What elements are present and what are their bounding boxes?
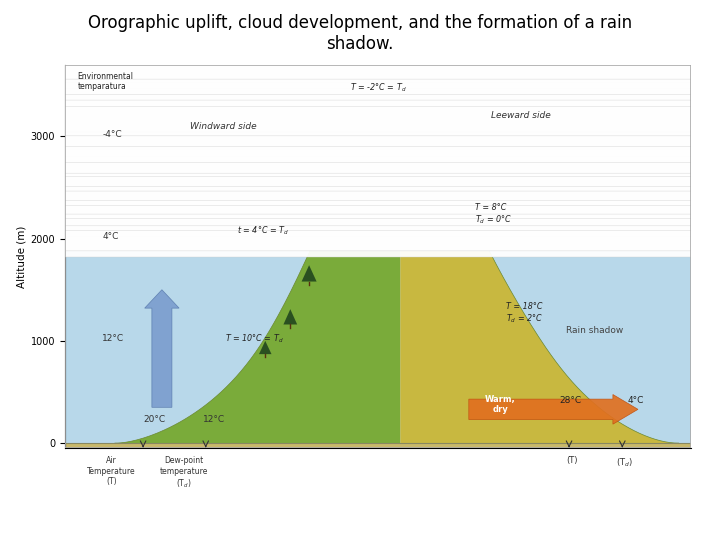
Circle shape <box>0 65 720 110</box>
Text: Leeward side: Leeward side <box>491 111 551 120</box>
Text: (T$_d$): (T$_d$) <box>616 456 634 469</box>
Circle shape <box>0 103 720 139</box>
Circle shape <box>0 52 720 93</box>
Circle shape <box>0 79 720 112</box>
Text: T = 8°C
T$_d$ = 0°C: T = 8°C T$_d$ = 0°C <box>475 203 513 226</box>
Circle shape <box>0 201 720 225</box>
Circle shape <box>0 177 720 204</box>
Y-axis label: Altitude (m): Altitude (m) <box>17 225 27 288</box>
Circle shape <box>0 119 720 153</box>
Text: 12°C: 12°C <box>102 334 125 343</box>
Text: 28°C: 28°C <box>559 396 582 404</box>
Circle shape <box>0 72 720 109</box>
Circle shape <box>0 80 720 121</box>
Circle shape <box>0 205 720 229</box>
FancyArrow shape <box>145 290 179 407</box>
Polygon shape <box>284 309 297 325</box>
Circle shape <box>0 191 720 217</box>
Text: Rain shadow: Rain shadow <box>566 326 624 335</box>
Circle shape <box>0 91 720 130</box>
Circle shape <box>0 173 720 202</box>
Circle shape <box>0 130 720 163</box>
Circle shape <box>0 106 720 136</box>
Circle shape <box>0 100 720 132</box>
Circle shape <box>0 55 720 104</box>
Circle shape <box>0 103 720 139</box>
Circle shape <box>0 146 720 177</box>
Circle shape <box>0 157 720 187</box>
Text: t = 4°C = T$_d$: t = 4°C = T$_d$ <box>237 224 289 237</box>
Polygon shape <box>340 176 354 193</box>
Text: T = -2°C = T$_d$: T = -2°C = T$_d$ <box>350 81 406 93</box>
Circle shape <box>0 143 720 175</box>
Polygon shape <box>115 85 400 443</box>
Circle shape <box>0 86 720 125</box>
Circle shape <box>0 214 720 237</box>
Circle shape <box>0 65 720 106</box>
Circle shape <box>0 73 720 118</box>
Circle shape <box>0 186 720 213</box>
Circle shape <box>0 45 720 92</box>
Circle shape <box>0 82 720 119</box>
Text: Dew-point
temperature
(T$_d$): Dew-point temperature (T$_d$) <box>159 456 208 490</box>
Circle shape <box>0 89 720 123</box>
FancyArrow shape <box>469 395 638 424</box>
Circle shape <box>0 89 720 127</box>
Polygon shape <box>387 85 478 220</box>
Circle shape <box>0 76 720 119</box>
Polygon shape <box>395 86 466 217</box>
Bar <box>65 443 691 448</box>
Circle shape <box>0 114 720 148</box>
Text: 4°C: 4°C <box>627 396 644 404</box>
Circle shape <box>0 218 720 240</box>
Circle shape <box>0 163 720 192</box>
Circle shape <box>0 231 720 251</box>
Circle shape <box>0 73 720 114</box>
Text: 12°C: 12°C <box>202 415 225 424</box>
Text: Windward side: Windward side <box>190 122 257 131</box>
Polygon shape <box>259 341 271 354</box>
Text: shadow.: shadow. <box>326 35 394 53</box>
Text: 4°C: 4°C <box>102 232 119 241</box>
Circle shape <box>0 59 720 99</box>
Polygon shape <box>302 265 317 281</box>
Circle shape <box>0 59 720 104</box>
Polygon shape <box>400 85 679 443</box>
Text: 20°C: 20°C <box>143 415 165 424</box>
Text: -4°C: -4°C <box>102 130 122 139</box>
Text: (T): (T) <box>567 456 578 465</box>
Text: Warm,
dry: Warm, dry <box>485 395 516 414</box>
Text: Air
Temperature
(T): Air Temperature (T) <box>87 456 136 486</box>
Text: T = 18°C
T$_d$ = 2°C: T = 18°C T$_d$ = 2°C <box>506 302 544 325</box>
Polygon shape <box>320 221 336 239</box>
Text: Environmental
temparatura: Environmental temparatura <box>77 72 133 91</box>
Circle shape <box>0 237 720 257</box>
Circle shape <box>0 133 720 165</box>
Text: Orographic uplift, cloud development, and the formation of a rain: Orographic uplift, cloud development, an… <box>88 14 632 31</box>
Circle shape <box>0 94 720 127</box>
Circle shape <box>0 77 720 118</box>
Polygon shape <box>359 126 372 141</box>
Circle shape <box>0 226 720 247</box>
Circle shape <box>0 51 720 94</box>
Circle shape <box>0 60 720 98</box>
Text: T = 10°C = T$_d$: T = 10°C = T$_d$ <box>225 333 284 345</box>
